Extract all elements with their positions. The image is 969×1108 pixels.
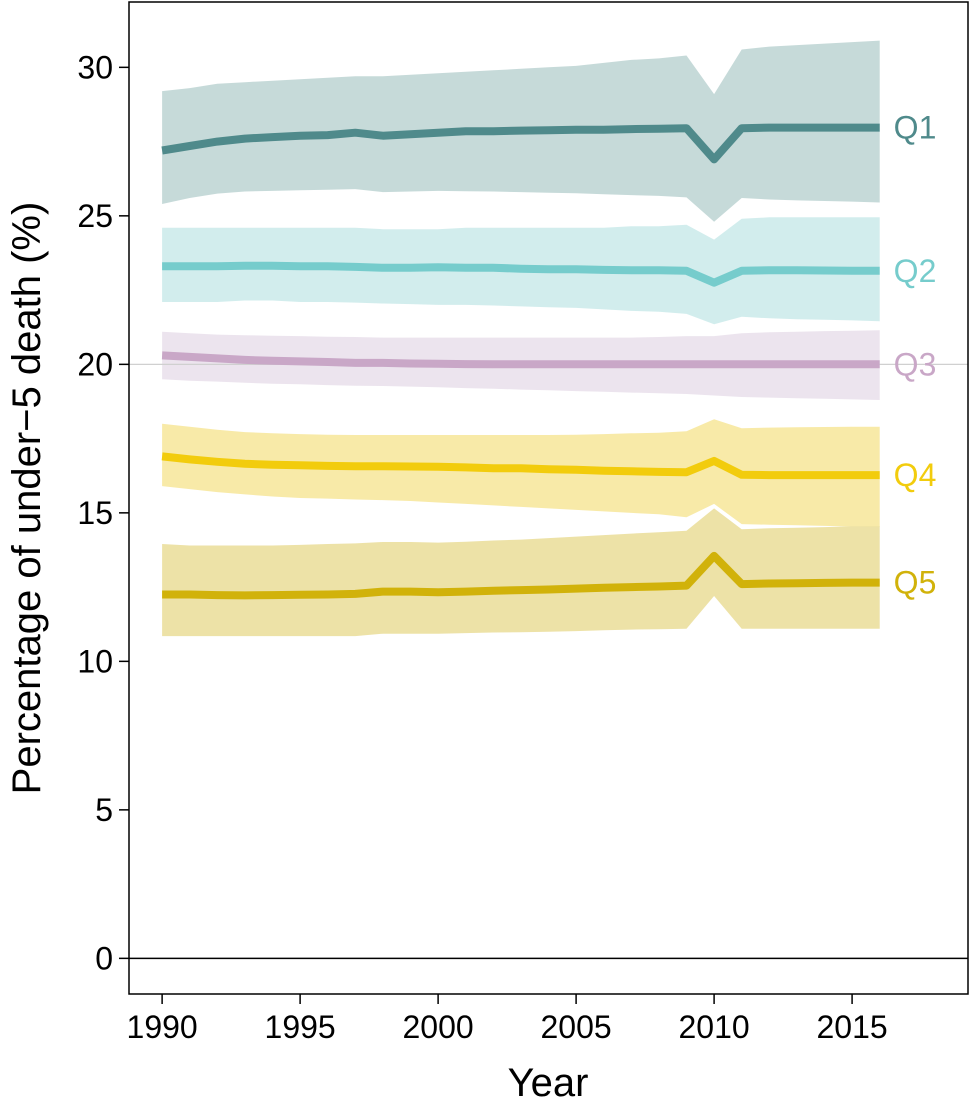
y-tick-label: 10 [77, 643, 113, 679]
x-tick-label: 2000 [403, 1009, 474, 1045]
y-tick-label: 20 [77, 346, 113, 382]
confidence-bands [162, 40, 880, 637]
series-line-q4 [161, 452, 880, 480]
series-label-q2: Q2 [894, 253, 937, 289]
y-tick-label: 0 [95, 940, 113, 976]
series-lines [161, 123, 880, 600]
series-label-q5: Q5 [894, 565, 937, 601]
series-line-q5 [162, 551, 880, 600]
series-label-q4: Q4 [894, 457, 937, 493]
series-labels: Q1 Q2 Q3 Q4 Q5 [894, 110, 937, 601]
series-line-q1 [161, 123, 880, 164]
y-tick-label: 25 [77, 198, 113, 234]
series-label-q1: Q1 [894, 110, 937, 146]
y-tick-label: 5 [95, 792, 113, 828]
band-q4 [162, 419, 880, 528]
y-tick-label: 30 [77, 49, 113, 85]
x-tick-label: 2005 [541, 1009, 612, 1045]
series-label-q3: Q3 [894, 346, 937, 382]
axis-ticks: 1990 1995 2000 2005 2010 2015 0 5 10 15 20 25 30 [77, 49, 887, 1045]
series-line-q2 [162, 261, 880, 287]
x-axis-title: Year [508, 1061, 589, 1105]
x-tick-label: 1990 [127, 1009, 198, 1045]
band-q5 [162, 508, 880, 637]
x-tick-label: 1995 [265, 1009, 336, 1045]
plot-frame [128, 1, 969, 995]
y-axis-title: Percentage of under−5 death (%) [5, 202, 49, 795]
x-tick-label: 2015 [816, 1009, 887, 1045]
x-tick-label: 2010 [678, 1009, 749, 1045]
series-line-q3 [161, 351, 880, 369]
y-tick-label: 15 [77, 495, 113, 531]
